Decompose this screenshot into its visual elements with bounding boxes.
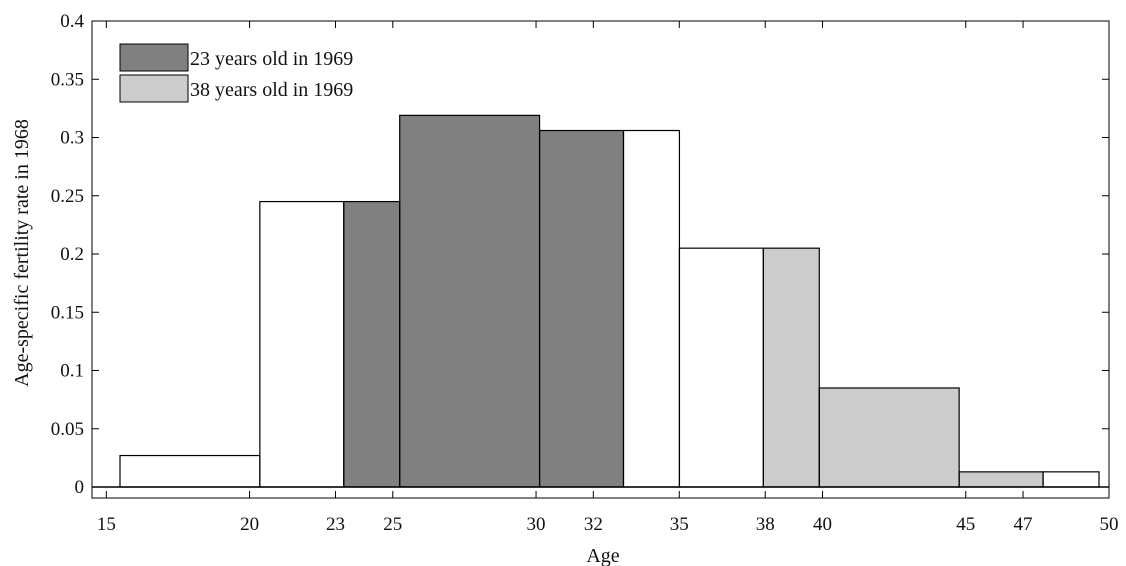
shaded-bar-2 <box>343 201 400 487</box>
x-tick-label-10: 47 <box>1014 514 1033 535</box>
y-tick-label-0: 0 <box>75 477 85 498</box>
x-tick-label-11: 50 <box>1100 514 1119 535</box>
x-tick-label-7: 38 <box>756 514 775 535</box>
y-tick-label-8: 0.4 <box>60 11 84 32</box>
y-tick-label-5: 0.25 <box>51 186 84 207</box>
y-tick-label-3: 0.15 <box>51 302 84 323</box>
x-tick-label-5: 32 <box>584 514 603 535</box>
y-tick-label-2: 0.1 <box>60 361 84 382</box>
histogram-bar-1 <box>259 200 345 488</box>
legend-label-1: 38 years old in 1969 <box>190 79 353 101</box>
y-tick-label-6: 0.3 <box>60 128 84 149</box>
x-tick-label-3: 25 <box>383 514 402 535</box>
y-tick-label-1: 0.05 <box>51 419 84 440</box>
x-tick-label-1: 20 <box>240 514 259 535</box>
x-tick-label-0: 15 <box>97 514 116 535</box>
histogram-bar-5 <box>622 129 681 488</box>
shaded-bar-9 <box>959 471 1044 487</box>
x-tick-label-9: 45 <box>956 514 975 535</box>
tick-labels: 0 0.05 0.1 0.15 0.2 0.25 0.3 0.35 0.4 15 20 23 25 30 3… <box>51 11 1119 535</box>
histogram-bar-10 <box>1042 471 1100 488</box>
x-tick-label-8: 40 <box>813 514 832 535</box>
x-tick-label-4: 30 <box>527 514 546 535</box>
shaded-bar-4 <box>539 130 624 487</box>
histogram-bar-0 <box>119 454 261 488</box>
shaded-bar-7 <box>763 248 820 487</box>
shaded-regions <box>343 115 1044 488</box>
legend-swatch-0 <box>119 43 189 72</box>
x-tick-label-2: 23 <box>326 514 345 535</box>
shaded-bar-8 <box>819 387 960 487</box>
legend-label-0: 23 years old in 1969 <box>190 48 353 70</box>
legend-swatch-1 <box>119 74 189 103</box>
shaded-bar-3 <box>399 115 540 488</box>
legend: 23 years old in 1969 38 years old in 1969 <box>119 43 353 103</box>
histogram-bar-6 <box>678 247 764 488</box>
x-axis-label: Age <box>586 545 619 566</box>
plot-frame <box>91 20 1110 499</box>
y-tick-label-7: 0.35 <box>51 69 84 90</box>
y-tick-label-4: 0.2 <box>60 244 84 265</box>
axes <box>91 20 1110 499</box>
x-tick-label-6: 35 <box>670 514 689 535</box>
y-axis-label: Age-specific fertility rate in 1968 <box>11 119 33 387</box>
